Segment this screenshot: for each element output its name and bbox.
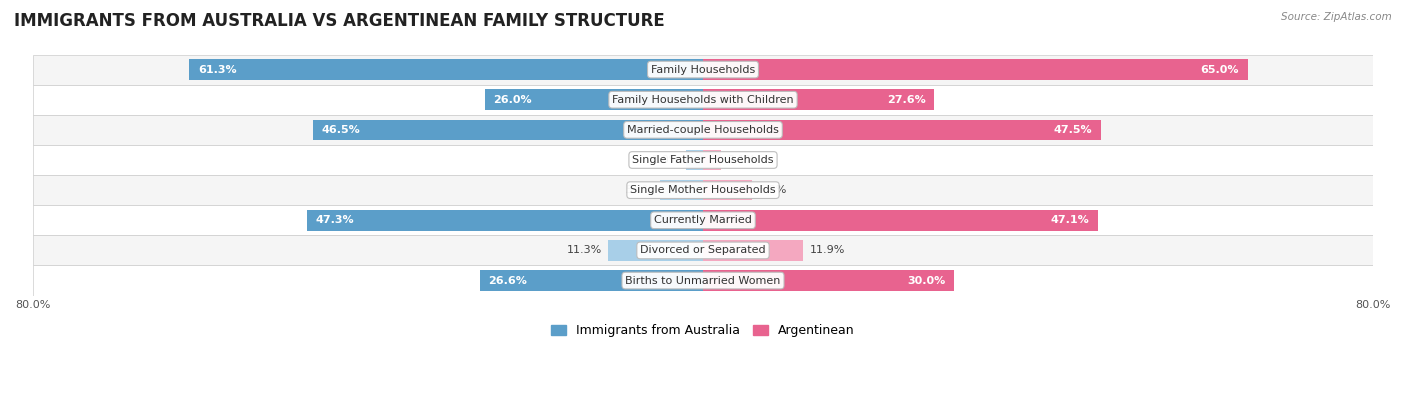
Text: 26.6%: 26.6% <box>488 276 527 286</box>
Bar <box>485 89 703 110</box>
Text: Source: ZipAtlas.com: Source: ZipAtlas.com <box>1281 12 1392 22</box>
Bar <box>32 205 1374 235</box>
Bar <box>661 180 703 200</box>
Bar <box>307 210 703 231</box>
Bar <box>686 150 703 170</box>
Text: 47.1%: 47.1% <box>1050 215 1090 225</box>
Bar <box>32 85 1374 115</box>
Text: 46.5%: 46.5% <box>322 125 360 135</box>
Text: 47.5%: 47.5% <box>1054 125 1092 135</box>
Bar <box>32 235 1374 265</box>
Text: Single Father Households: Single Father Households <box>633 155 773 165</box>
Bar <box>703 240 803 261</box>
Text: 2.0%: 2.0% <box>651 155 679 165</box>
Legend: Immigrants from Australia, Argentinean: Immigrants from Australia, Argentinean <box>547 320 859 342</box>
Bar <box>479 270 703 291</box>
Bar <box>32 265 1374 295</box>
Text: Single Mother Households: Single Mother Households <box>630 185 776 195</box>
Text: 61.3%: 61.3% <box>198 64 236 75</box>
Bar <box>32 145 1374 175</box>
Bar <box>703 180 752 200</box>
Bar <box>190 59 703 80</box>
Bar <box>609 240 703 261</box>
Text: 30.0%: 30.0% <box>908 276 946 286</box>
Text: 27.6%: 27.6% <box>887 95 927 105</box>
Text: IMMIGRANTS FROM AUSTRALIA VS ARGENTINEAN FAMILY STRUCTURE: IMMIGRANTS FROM AUSTRALIA VS ARGENTINEAN… <box>14 12 665 30</box>
Text: 26.0%: 26.0% <box>494 95 531 105</box>
Bar <box>703 270 955 291</box>
Bar <box>314 120 703 140</box>
Bar <box>32 175 1374 205</box>
Text: 11.9%: 11.9% <box>810 245 845 256</box>
Text: 65.0%: 65.0% <box>1201 64 1239 75</box>
Bar <box>32 55 1374 85</box>
Bar <box>703 120 1101 140</box>
Text: 47.3%: 47.3% <box>315 215 354 225</box>
Text: 2.1%: 2.1% <box>727 155 755 165</box>
Bar <box>703 59 1247 80</box>
Text: Family Households: Family Households <box>651 64 755 75</box>
Text: Divorced or Separated: Divorced or Separated <box>640 245 766 256</box>
Bar <box>703 150 721 170</box>
Text: 5.1%: 5.1% <box>626 185 654 195</box>
Text: 5.8%: 5.8% <box>758 185 787 195</box>
Text: Family Households with Children: Family Households with Children <box>612 95 794 105</box>
Bar <box>703 89 934 110</box>
Text: Births to Unmarried Women: Births to Unmarried Women <box>626 276 780 286</box>
Bar <box>703 210 1098 231</box>
Bar <box>32 115 1374 145</box>
Text: Married-couple Households: Married-couple Households <box>627 125 779 135</box>
Text: Currently Married: Currently Married <box>654 215 752 225</box>
Text: 11.3%: 11.3% <box>567 245 602 256</box>
